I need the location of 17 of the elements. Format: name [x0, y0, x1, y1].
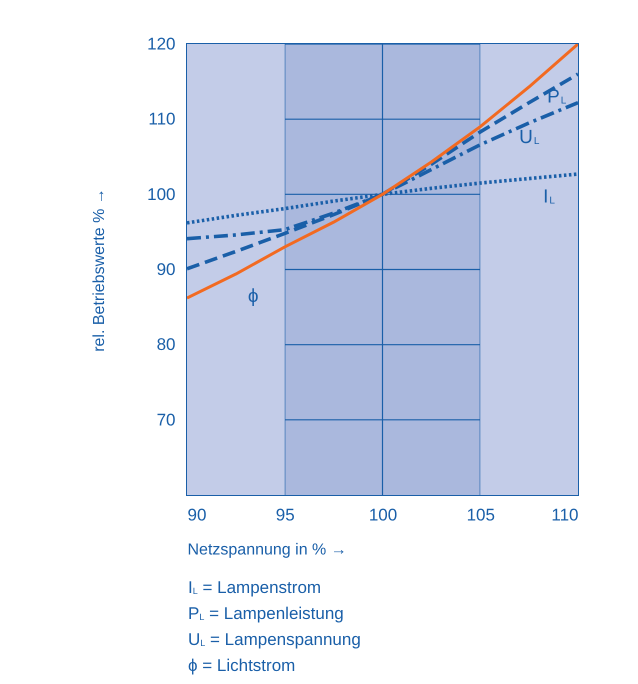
x-tick-label: 100: [368, 506, 398, 524]
x-tick-label: 90: [188, 506, 206, 524]
y-tick-label: 80: [156, 335, 176, 354]
y-tick-label: 90: [156, 260, 176, 279]
series-label: UL: [519, 126, 540, 148]
y-tick-label: 100: [147, 184, 176, 204]
y-axis-title: rel. Betriebswerte % →: [91, 188, 108, 352]
x-axis-title: Netzspannung in % →: [188, 542, 347, 558]
y-tick-label: 120: [147, 34, 176, 54]
x-tick-label: 95: [276, 506, 295, 524]
y-tick-label: 70: [156, 410, 176, 430]
y-tick-label: 110: [148, 110, 176, 129]
x-tick-label: 110: [551, 506, 578, 524]
x-tick-label: 105: [466, 506, 495, 524]
series-label: ϕ: [248, 286, 259, 308]
text: ϕ = Lichtstrom: [188, 655, 296, 677]
series-label: IL: [543, 186, 556, 208]
